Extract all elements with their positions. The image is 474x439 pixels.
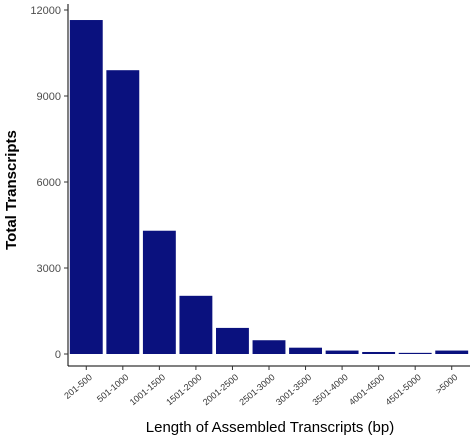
x-tick-label: 1501-2000 [164, 372, 203, 407]
x-tick-label: 201-500 [62, 372, 94, 401]
x-tick-label: 3501-4000 [310, 372, 349, 407]
bar-2001-2500 [216, 327, 249, 354]
bar-5000 [435, 350, 469, 354]
bar-501-1000 [106, 70, 140, 354]
x-tick-label: >5000 [434, 372, 460, 396]
y-tick-label: 0 [55, 349, 61, 361]
y-tick-label: 3000 [37, 263, 61, 275]
y-axis-title: Total Transcripts [3, 130, 20, 250]
y-tick-label: 12000 [30, 5, 61, 17]
bar-201-500 [69, 20, 103, 355]
bar-1001-1500 [142, 230, 176, 354]
bar-3001-3500 [289, 347, 322, 354]
x-axis-title: Length of Assembled Transcripts (bp) [146, 419, 394, 436]
bar-4501-5000 [398, 352, 432, 354]
x-tick-label: 2001-2500 [201, 372, 240, 407]
bar-4001-4500 [362, 351, 396, 354]
x-tick-label: 4501-5000 [384, 372, 423, 407]
x-tick-label: 4001-4500 [347, 372, 386, 407]
x-ticks-group: 201-500 501-10001001-15001501-20002001-25… [62, 366, 459, 407]
y-tick-label: 6000 [37, 177, 61, 189]
bar-2501-3000 [252, 340, 286, 354]
x-tick-label: 501-1000 [95, 372, 131, 404]
y-tick-label: 9000 [37, 91, 61, 103]
x-tick-label: 3001-3500 [274, 372, 313, 407]
x-tick-label: 1001-1500 [128, 372, 167, 407]
bar-1501-2000 [179, 295, 213, 354]
bar-3501-4000 [325, 350, 359, 354]
x-tick-label: 2501-3000 [237, 372, 276, 407]
bars-group [69, 20, 469, 355]
y-ticks-group: 0 3000 6000 9000 12000 [30, 5, 68, 361]
